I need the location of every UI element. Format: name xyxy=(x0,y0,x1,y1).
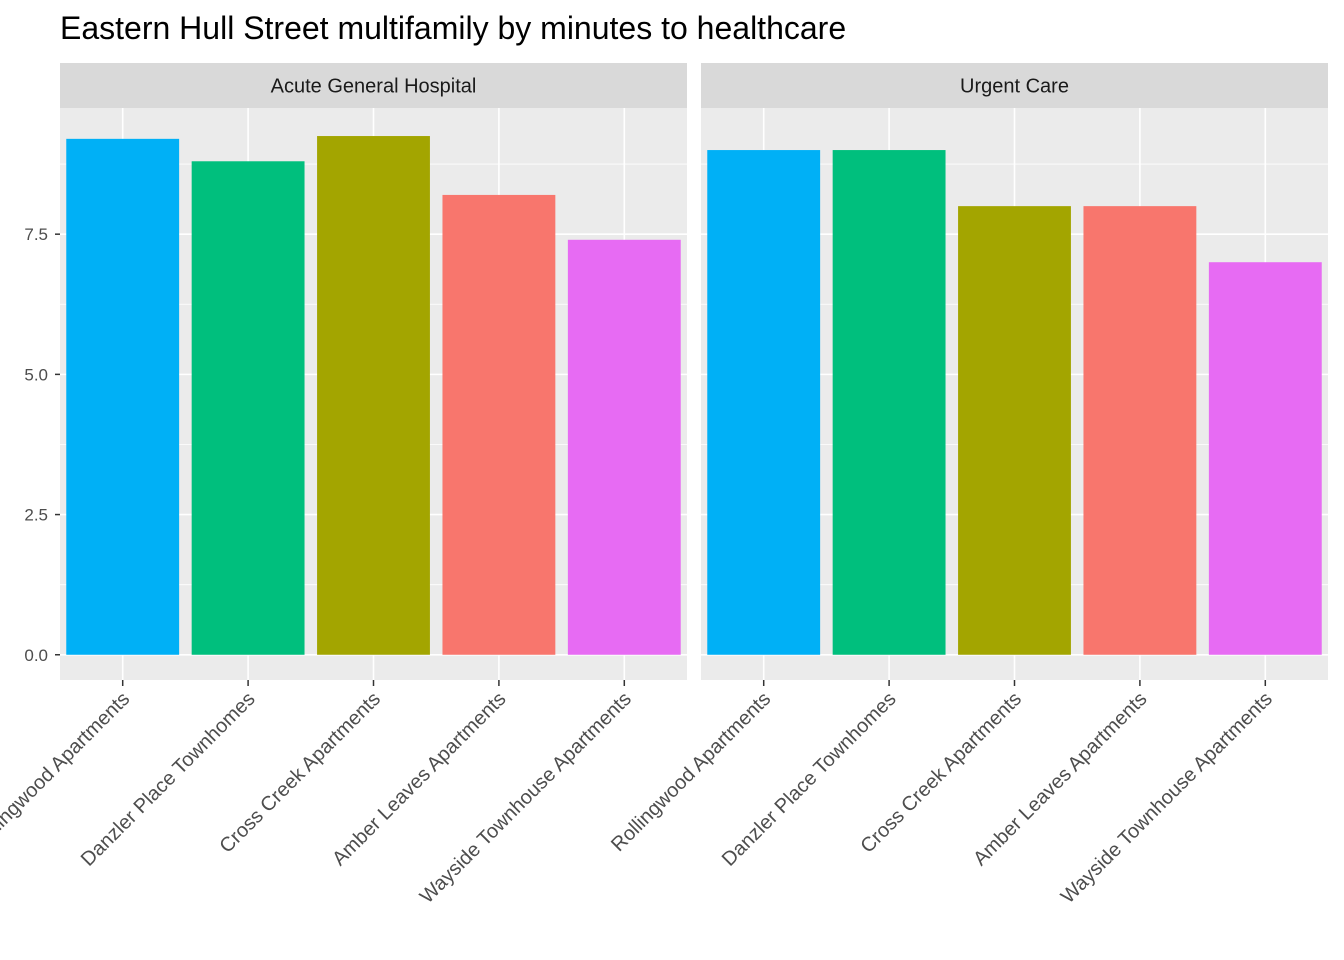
bar xyxy=(442,194,556,655)
bar xyxy=(317,136,430,655)
facet-strip-label: Urgent Care xyxy=(960,76,1069,98)
bar xyxy=(1083,206,1197,655)
bar xyxy=(567,239,681,655)
y-tick-label: 5.0 xyxy=(24,365,48,384)
x-tick-label: Wayside Townhouse Apartments xyxy=(1057,688,1277,908)
bar xyxy=(958,206,1071,655)
facet-strip xyxy=(701,63,1328,108)
y-tick-label: 0.0 xyxy=(24,646,48,665)
facet-strip xyxy=(60,63,687,108)
facet-strip-label: Acute General Hospital xyxy=(271,76,477,98)
bar xyxy=(66,138,180,655)
bar xyxy=(707,150,821,655)
y-tick-label: 2.5 xyxy=(24,506,48,525)
x-tick-label: Wayside Townhouse Apartments xyxy=(416,688,636,908)
bar xyxy=(1208,262,1322,655)
bar xyxy=(191,161,305,655)
chart-title: Eastern Hull Street multifamily by minut… xyxy=(60,10,847,46)
y-tick-label: 7.5 xyxy=(24,225,48,244)
bar xyxy=(832,150,946,655)
